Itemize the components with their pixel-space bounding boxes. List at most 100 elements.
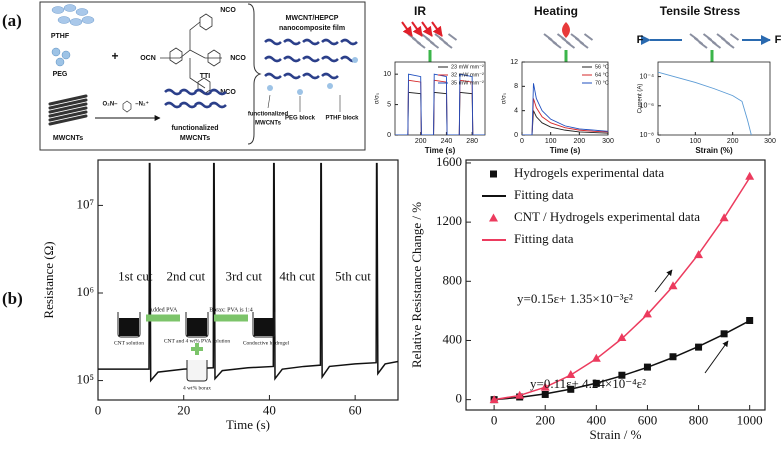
peg-blob [55, 57, 65, 67]
y-tick-label: 10⁻⁴ [640, 73, 655, 80]
beaker-liquid [119, 318, 139, 336]
panel-label: (b) [2, 289, 23, 308]
schematic-label: MWCNTs [255, 121, 282, 127]
plus-sign [191, 343, 203, 355]
ir-arrow [431, 21, 443, 37]
chart: 0 100 200 300 0 4 8 12 Time (s) σ/σ₀ 56 °C 64 °C 70 … [502, 59, 614, 155]
x-tick-label: 40 [263, 403, 276, 418]
cut-label: 5th cut [335, 269, 371, 284]
pthf-blob [57, 16, 71, 24]
y-tick-label: 10⁻⁸ [640, 132, 654, 139]
x-tick-label: 0 [95, 403, 102, 418]
data-point [745, 171, 755, 180]
chart: 200 240 280 0 5 10 Time (s) σ/σ₀ 23 mW mm⁻² 32 mW… [375, 61, 486, 155]
inset-label: CNT and 4 wt% PVA solution [164, 338, 231, 344]
pthf-blob [69, 18, 83, 26]
film-peg [297, 89, 303, 95]
film-tube [302, 72, 320, 80]
schematic-label: PEG [53, 71, 68, 78]
schematic-label: PEG block [285, 116, 316, 122]
pthf-blob [75, 8, 89, 16]
panel-label: (a) [2, 11, 22, 30]
fiber [416, 41, 426, 49]
functionalized-tube [209, 101, 227, 109]
legend-label: 23 mW mm⁻² [451, 64, 484, 70]
x-axis-label: Time (s) [226, 417, 270, 432]
equation: y=0.11ε+ 4.24×10⁻⁴ε² [530, 376, 646, 391]
force-label: F [637, 34, 644, 46]
film-tube [321, 38, 339, 46]
beaker [252, 312, 276, 338]
functionalized-tube [179, 88, 197, 96]
inset-label: CNT solution [114, 340, 144, 346]
y-axis-label: σ/σ₀ [375, 92, 381, 104]
fiber [447, 33, 458, 41]
inset-label: Borax: PVA is 1:4 [209, 307, 252, 313]
beaker [185, 312, 209, 338]
film-peg [352, 57, 358, 63]
schematic-label: functionalized [171, 125, 218, 132]
equation-arrow [654, 269, 673, 293]
film-tube [283, 55, 301, 63]
inset-label: Conductive hydrogel [243, 340, 290, 346]
film-tube [302, 55, 320, 63]
functionalized-tube [194, 88, 212, 96]
data-line [98, 162, 398, 383]
schematic-label: + [111, 49, 118, 63]
peg-blob [51, 47, 61, 57]
data-line [658, 71, 752, 135]
fiber [579, 41, 589, 49]
cut-label: 1st cut [118, 269, 153, 284]
y-tick-label: 10⁵ [76, 372, 94, 387]
film-tube [321, 72, 339, 80]
plot-frame [657, 61, 771, 136]
ir-arrow [421, 21, 433, 37]
mwcnt-tube [48, 102, 88, 114]
functionalized-tube [164, 88, 182, 96]
legend-label: 70 °C [595, 80, 609, 86]
flame [562, 22, 570, 38]
x-tick-label: 280 [466, 138, 478, 145]
pthf-blob [63, 4, 77, 12]
x-tick-label: 1000 [737, 413, 763, 428]
stimulus-title: IR [414, 4, 426, 18]
equation: y=0.15ε+ 1.35×10⁻³ε² [517, 291, 633, 306]
schematic-label: MWCNTs [53, 135, 83, 142]
y-axis-label: Current (A) [638, 84, 644, 114]
schematic-label: PTHF block [325, 116, 359, 122]
x-tick-label: 300 [764, 138, 776, 145]
x-tick-label: 100 [545, 138, 557, 145]
x-tick-label: 20 [177, 403, 190, 418]
inset-label: 4 wt% borax [183, 385, 211, 391]
x-tick-label: 60 [349, 403, 362, 418]
schematic-label: NCO [220, 7, 236, 14]
y-tick-label: 0 [387, 132, 391, 139]
beaker [117, 312, 141, 338]
y-tick-label: 8 [514, 83, 518, 90]
schematic-label: nanocomposite film [279, 25, 345, 32]
schematic-label: functionalized [248, 112, 289, 118]
tti-structure [160, 13, 222, 95]
y-tick-label: 12 [510, 59, 518, 66]
x-tick-label: 800 [689, 413, 709, 428]
stimulus-title: Tensile Stress [660, 4, 741, 18]
legend-label: Hydrogels experimental data [514, 165, 664, 180]
plot-frame [394, 61, 486, 136]
film-tube [340, 38, 358, 46]
schematic-label: TTI [200, 73, 211, 80]
data-point [617, 333, 627, 342]
film-tube [283, 38, 301, 46]
functionalized-tube [194, 101, 212, 109]
chart: 0 100 200 300 10⁻⁴ 10⁻⁶ 10⁻⁸ Strain (%) Current … [638, 61, 776, 155]
plot-frame [521, 61, 609, 136]
ir-arrow [411, 21, 423, 37]
x-tick-label: 0 [520, 138, 524, 145]
schematic-frame [39, 1, 366, 151]
x-axis-label: Time (s) [550, 146, 581, 155]
film-tube [283, 72, 301, 80]
plot-frame [465, 159, 766, 411]
fiber [725, 41, 735, 49]
y-axis-label: Resistance (Ω) [41, 241, 56, 318]
legend-label: 64 °C [595, 72, 609, 78]
